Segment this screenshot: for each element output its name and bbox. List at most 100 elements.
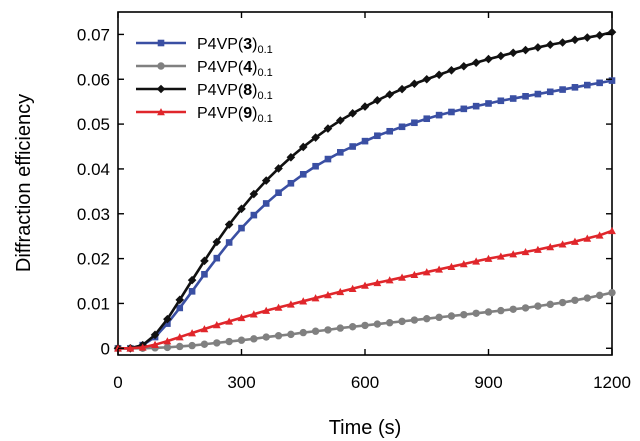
data-point <box>212 237 222 247</box>
data-point <box>423 115 431 123</box>
data-point <box>434 70 444 80</box>
data-point <box>546 300 554 309</box>
x-tick-label: 1200 <box>593 373 631 392</box>
y-tick-label: 0.01 <box>77 294 110 313</box>
series-9 <box>114 226 616 352</box>
series-layer <box>113 27 617 353</box>
data-point <box>373 320 382 328</box>
data-point <box>509 250 518 258</box>
data-point <box>435 265 443 273</box>
data-point <box>422 74 432 84</box>
data-point <box>225 337 233 346</box>
data-point <box>361 321 369 330</box>
data-point <box>497 97 505 105</box>
y-tick-label: 0.07 <box>77 25 110 44</box>
data-point <box>336 324 344 332</box>
data-point <box>607 27 617 37</box>
data-point <box>237 336 246 344</box>
data-point <box>559 86 566 93</box>
data-point <box>583 33 592 42</box>
data-point <box>448 108 455 116</box>
data-point <box>459 260 468 268</box>
legend-label: P4VP(9)0.1 <box>197 105 273 125</box>
data-point <box>471 58 481 67</box>
data-point <box>435 313 443 322</box>
data-point <box>595 231 604 239</box>
data-point <box>150 330 160 340</box>
data-point <box>423 314 431 323</box>
data-point <box>497 306 505 315</box>
legend: P4VP(3)0.1 P4VP(4)0.1 P4VP(8)0.1 P4VP(9)0.1 <box>136 36 273 125</box>
data-point <box>374 132 381 140</box>
data-point <box>484 54 493 64</box>
x-tick-label: 900 <box>474 373 502 392</box>
data-point <box>287 179 295 187</box>
legend-label: P4VP(8)0.1 <box>197 82 273 102</box>
legend-marker <box>156 84 166 94</box>
data-point <box>164 320 171 327</box>
data-point <box>324 326 332 334</box>
data-point <box>311 133 320 142</box>
data-point <box>398 273 406 281</box>
data-point <box>447 312 456 320</box>
x-axis-title: Time (s) <box>329 417 402 439</box>
data-point <box>201 270 208 278</box>
data-point <box>460 310 468 319</box>
data-point <box>348 323 357 331</box>
legend-item: P4VP(9)0.1 <box>136 105 273 125</box>
data-point <box>435 111 443 119</box>
data-point <box>274 332 283 340</box>
data-point <box>496 252 505 260</box>
data-point <box>596 79 603 87</box>
x-tick-label: 300 <box>227 373 255 392</box>
data-point <box>583 234 592 242</box>
data-point <box>225 239 233 246</box>
data-point <box>250 335 258 343</box>
data-point <box>299 328 307 337</box>
data-point <box>521 247 530 256</box>
data-point <box>422 268 431 276</box>
data-point <box>545 40 555 50</box>
data-point <box>595 31 604 40</box>
data-point <box>188 329 196 337</box>
data-point <box>447 262 456 270</box>
data-point <box>175 333 184 341</box>
data-point <box>571 296 579 304</box>
data-point <box>410 270 419 279</box>
data-point <box>534 245 542 253</box>
data-point <box>361 137 369 145</box>
legend-marker <box>157 108 165 116</box>
data-point <box>571 237 579 245</box>
data-point <box>200 256 209 266</box>
data-point <box>485 100 492 107</box>
data-point <box>323 124 333 133</box>
data-point <box>472 257 481 265</box>
data-point <box>274 303 283 311</box>
legend-label: P4VP(3)0.1 <box>197 36 273 56</box>
data-point <box>459 61 469 71</box>
data-point <box>472 309 480 318</box>
data-point <box>509 95 517 102</box>
data-point <box>237 204 246 214</box>
data-point <box>558 38 567 47</box>
data-point <box>213 339 221 347</box>
data-point <box>496 51 506 61</box>
data-point <box>261 176 271 185</box>
data-point <box>447 65 456 75</box>
data-point <box>484 308 493 316</box>
y-tick-label: 0.05 <box>77 115 110 134</box>
data-point <box>238 224 245 232</box>
data-point <box>287 330 295 339</box>
series-line <box>118 291 613 350</box>
data-point <box>583 294 591 302</box>
data-point <box>558 240 567 248</box>
data-point <box>534 302 542 310</box>
data-point <box>373 96 382 105</box>
data-point <box>188 341 196 350</box>
series-8 <box>113 27 617 353</box>
data-point <box>385 90 394 99</box>
x-tick-label: 0 <box>113 373 122 392</box>
data-point <box>534 90 542 98</box>
legend-item: P4VP(3)0.1 <box>136 36 273 56</box>
legend-label: P4VP(4)0.1 <box>197 59 273 79</box>
